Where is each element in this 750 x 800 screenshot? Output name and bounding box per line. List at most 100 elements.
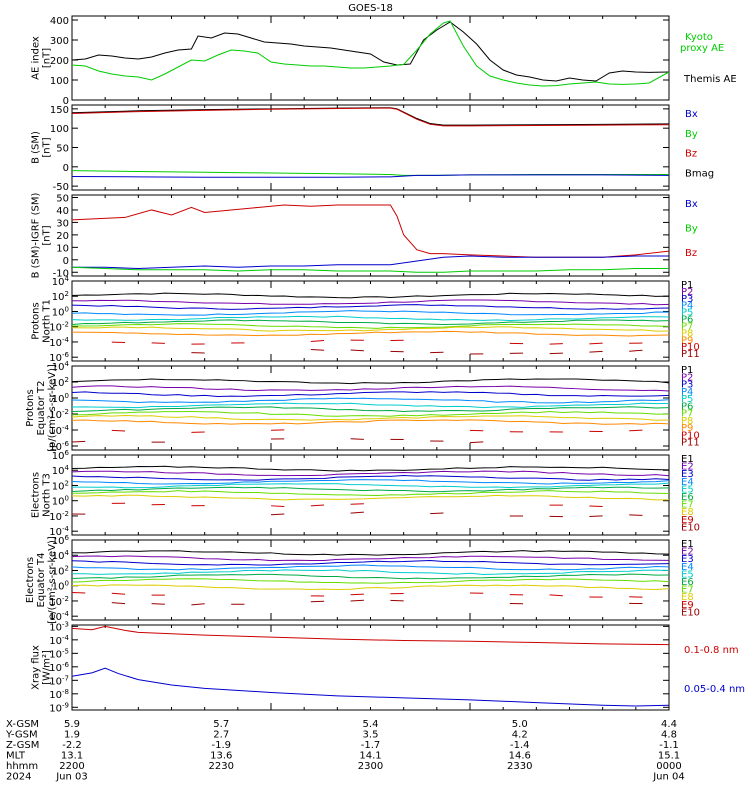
legend-entry: E9	[681, 600, 694, 611]
series-line-bx	[71, 174, 670, 178]
series-line-p11	[71, 440, 86, 443]
series-line-p3	[71, 391, 670, 397]
x-axis-row-value: Jun 03	[55, 772, 88, 783]
x-axis-row-label: MLT	[6, 751, 26, 762]
x-axis-row-value: -1.1	[659, 740, 679, 751]
figure-title: GOES-18	[348, 3, 393, 14]
legend-entry: P10	[681, 342, 700, 353]
series-line-bz	[71, 204, 670, 258]
legend-entry: P2	[681, 287, 693, 298]
series-line-e10	[191, 603, 205, 606]
y-tick-label: 100	[50, 76, 69, 87]
x-axis-row-value: 5.4	[363, 719, 379, 730]
y-tick-label: 102	[52, 290, 69, 303]
y-tick-label: 100	[52, 392, 69, 405]
series-line-p8	[71, 414, 670, 421]
legend-entry: E8	[681, 592, 694, 603]
x-axis-row-label: Y-GSM	[5, 730, 38, 741]
legend-entry: E1	[681, 539, 694, 550]
series-line-e2	[71, 470, 670, 477]
legend-entry: E1	[681, 454, 694, 465]
y-axis-label: B (SM)-IGRF (SM)	[31, 193, 42, 279]
x-axis-row-value: 1.9	[64, 730, 80, 741]
series-line-e10	[430, 512, 444, 515]
legend-entry: E5	[681, 569, 694, 580]
y-tick-label: 102	[52, 479, 69, 492]
series-line-p4	[71, 397, 670, 404]
x-axis-row-value: 4.8	[661, 730, 677, 741]
series-line-p10	[111, 429, 126, 432]
legend-entry: P9	[681, 335, 693, 346]
legend-entry: E4	[681, 562, 694, 573]
x-axis-row-label: X-GSM	[6, 719, 39, 730]
x-axis-row-value: 4.4	[661, 719, 677, 730]
panel-p_north	[71, 280, 670, 362]
series-line-p11	[589, 350, 603, 353]
series-line-e7	[71, 578, 670, 584]
series-line-p8	[71, 326, 670, 332]
series-line-e9	[350, 593, 364, 596]
y-tick-label: 10-4	[49, 634, 69, 647]
y-axis-label: [e/(cm²-s-sr-keV)]	[47, 536, 58, 624]
y-axis-label: Equator T4	[36, 553, 47, 608]
y-tick-label: 106	[52, 449, 70, 462]
y-tick-label: -10	[53, 268, 69, 279]
y-tick-label: 0	[63, 96, 69, 107]
series-line-kyoto-proxy-ae	[71, 20, 670, 87]
y-tick-label: 10-2	[49, 510, 69, 523]
series-line-p7	[71, 323, 670, 329]
legend-entry: E9	[681, 515, 694, 526]
x-axis-row-value: 0000	[656, 761, 681, 772]
series-line-e4	[71, 564, 670, 571]
series-line-e6	[71, 573, 670, 580]
legend-entry: 0.05-0.4 nm	[684, 684, 745, 695]
legend-entry: E4	[681, 477, 694, 488]
series-line-e9	[111, 592, 126, 595]
y-tick-label: 104	[52, 549, 70, 562]
series-line-e3	[71, 475, 670, 481]
y-axis-label: [nT]	[42, 48, 53, 68]
y-tick-label: 0	[63, 256, 69, 267]
series-line-e9	[310, 504, 325, 507]
legend-entry: P10	[681, 430, 700, 441]
y-tick-label: 400	[50, 16, 69, 27]
y-tick-label: 300	[50, 36, 69, 47]
series-line-e10	[629, 514, 643, 516]
legend-entry: P7	[681, 409, 693, 420]
y-tick-label: 10	[56, 243, 69, 254]
legend-entry: P6	[681, 315, 693, 326]
y-axis-label: [W/m²]	[42, 650, 53, 685]
panel-frame	[71, 15, 670, 101]
x-axis-row-value: 5.7	[213, 719, 229, 730]
y-tick-label: 10-2	[49, 321, 69, 334]
y-tick-label: 10-7	[49, 674, 69, 687]
legend-entry: P1	[681, 365, 693, 376]
series-line-p11	[629, 349, 643, 352]
panel-e_eq	[71, 539, 670, 621]
legend-entry: E2	[681, 462, 694, 473]
series-line-p6	[71, 319, 670, 325]
series-line-e4	[71, 479, 670, 485]
legend-entry: By	[685, 224, 698, 235]
y-axis-label: Protons	[31, 302, 42, 339]
y-axis-label: Xray flux	[31, 645, 42, 690]
series-line-e10	[350, 599, 364, 602]
legend-entry: E3	[681, 554, 694, 565]
legend-entry: P4	[681, 301, 693, 312]
series-line-p6	[71, 406, 670, 412]
series-line-p11	[350, 438, 364, 440]
legend-entry: P9	[681, 423, 693, 434]
legend-entry: P2	[681, 372, 693, 383]
series-line-e8	[71, 494, 670, 501]
y-tick-label: 10-3	[49, 620, 69, 633]
y-axis-label: Electrons	[31, 472, 42, 518]
x-axis-row-value: Jun 04	[652, 772, 685, 783]
series-line-p2	[71, 299, 670, 306]
y-tick-label: 10-2	[49, 408, 69, 421]
series-line-e10	[350, 511, 364, 514]
legend-entry: E8	[681, 507, 694, 518]
legend-entry: E2	[681, 547, 694, 558]
legend-entry: P3	[681, 294, 693, 305]
series-line-bx	[72, 255, 669, 270]
